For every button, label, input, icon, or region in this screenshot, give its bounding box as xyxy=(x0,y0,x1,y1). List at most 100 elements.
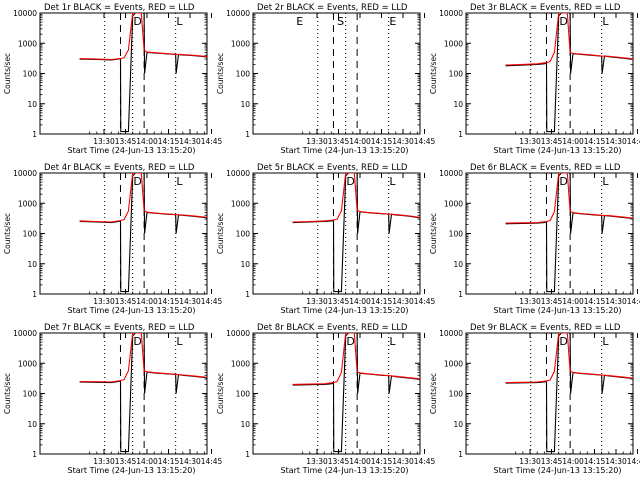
plot-frame xyxy=(465,172,634,295)
x-tick-label: 14:15 xyxy=(158,297,180,306)
marker-label: L xyxy=(602,335,609,348)
plot-frame xyxy=(39,12,208,135)
y-tick-label: 10000 xyxy=(226,329,250,338)
x-axis-label: Start Time (24-Jun-13 13:15:20) xyxy=(494,146,622,155)
marker-label: E xyxy=(389,15,396,28)
x-tick-label: 13:30 xyxy=(93,297,115,306)
x-tick-label: 14:45 xyxy=(414,137,436,146)
plot-frame xyxy=(39,172,208,295)
plot-frame xyxy=(465,332,634,455)
y-tick-label: 1 xyxy=(245,290,250,299)
x-tick-label: 14:30 xyxy=(605,137,627,146)
x-tick-label: 13:30 xyxy=(93,457,115,466)
y-tick-label: 1000 xyxy=(18,39,37,48)
plot-frame xyxy=(39,332,208,455)
red-lld-line xyxy=(292,173,420,223)
y-tick-label: 1000 xyxy=(231,359,250,368)
y-tick-label: 10 xyxy=(240,100,250,109)
x-tick-label: 14:15 xyxy=(584,297,606,306)
marker-label: L xyxy=(602,175,609,188)
y-axis-label: Counts/sec xyxy=(216,53,225,94)
marker-label: D xyxy=(559,15,567,28)
y-tick-label: 100 xyxy=(449,70,464,79)
panel-title: Det 2r BLACK = Events, RED = LLD xyxy=(257,3,408,13)
panel-title: Det 4r BLACK = Events, RED = LLD xyxy=(44,163,195,173)
y-tick-label: 100 xyxy=(23,70,38,79)
x-axis-label: Start Time (24-Jun-13 13:15:20) xyxy=(494,466,622,475)
black-events-line xyxy=(79,13,207,133)
x-axis-label: Start Time (24-Jun-13 13:15:20) xyxy=(281,306,409,315)
y-tick-label: 10 xyxy=(240,260,250,269)
x-tick-label: 14:30 xyxy=(605,297,627,306)
x-tick-label: 13:45 xyxy=(328,457,350,466)
plot-frame xyxy=(252,12,421,135)
panel-det-1: Det 1r BLACK = Events, RED = LLD 1 10 100 10… xyxy=(3,3,223,155)
marker-label: L xyxy=(176,15,183,28)
x-tick-label: 14:30 xyxy=(179,137,201,146)
x-tick-label: 14:00 xyxy=(136,137,158,146)
y-tick-label: 100 xyxy=(23,390,38,399)
marker-label: L xyxy=(602,15,609,28)
x-tick-label: 14:15 xyxy=(371,457,393,466)
red-lld-line xyxy=(292,333,420,385)
x-tick-label: 13:30 xyxy=(306,457,328,466)
black-events-line xyxy=(505,13,633,133)
y-tick-label: 10 xyxy=(27,260,37,269)
marker-label: S xyxy=(337,15,344,28)
y-tick-label: 1000 xyxy=(444,199,463,208)
x-tick-label: 14:00 xyxy=(349,297,371,306)
panel-title: Det 9r BLACK = Events, RED = LLD xyxy=(470,323,621,333)
y-tick-label: 1 xyxy=(32,450,37,459)
x-tick-label: 14:00 xyxy=(136,457,158,466)
red-lld-line xyxy=(505,13,633,66)
y-tick-label: 10 xyxy=(453,420,463,429)
y-tick-label: 1000 xyxy=(444,39,463,48)
x-tick-label: 14:45 xyxy=(627,297,640,306)
y-axis-label: Counts/sec xyxy=(3,53,12,94)
marker-label: L xyxy=(389,175,396,188)
panel-title: Det 8r BLACK = Events, RED = LLD xyxy=(257,323,408,333)
y-tick-label: 100 xyxy=(236,390,251,399)
panel-det-9: Det 9r BLACK = Events, RED = LLD 1 10 100 10… xyxy=(429,323,640,475)
x-tick-label: 14:15 xyxy=(371,137,393,146)
panel-det-2: Det 2r BLACK = Events, RED = LLD 1 10 100 10… xyxy=(216,3,436,155)
y-tick-label: 1000 xyxy=(18,199,37,208)
x-tick-label: 13:30 xyxy=(519,137,541,146)
x-tick-label: 14:30 xyxy=(392,457,414,466)
red-lld-line xyxy=(505,173,633,224)
y-tick-label: 100 xyxy=(236,230,251,239)
y-tick-label: 10000 xyxy=(439,169,463,178)
x-tick-label: 13:30 xyxy=(519,297,541,306)
panel-det-4: Det 4r BLACK = Events, RED = LLD 1 10 100 10… xyxy=(3,163,223,315)
y-tick-label: 1 xyxy=(458,450,463,459)
y-tick-label: 1000 xyxy=(231,199,250,208)
x-tick-label: 13:30 xyxy=(93,137,115,146)
y-tick-label: 10000 xyxy=(13,9,37,18)
x-tick-label: 14:15 xyxy=(158,137,180,146)
x-tick-label: 13:30 xyxy=(519,457,541,466)
y-tick-label: 1000 xyxy=(444,359,463,368)
panel-det-6: Det 6r BLACK = Events, RED = LLD 1 10 100 10… xyxy=(429,163,640,315)
x-tick-label: 14:15 xyxy=(584,457,606,466)
black-events-line xyxy=(505,333,633,453)
x-axis-label: Start Time (24-Jun-13 13:15:20) xyxy=(281,146,409,155)
y-axis-label: Counts/sec xyxy=(429,53,438,94)
y-axis-label: Counts/sec xyxy=(429,213,438,254)
panel-det-7: Det 7r BLACK = Events, RED = LLD 1 10 100 10… xyxy=(3,323,223,475)
panel-title: Det 3r BLACK = Events, RED = LLD xyxy=(470,3,621,13)
x-tick-label: 14:45 xyxy=(627,137,640,146)
panel-det-5: Det 5r BLACK = Events, RED = LLD 1 10 100 10… xyxy=(216,163,436,315)
marker-label: D xyxy=(133,175,141,188)
y-tick-label: 1000 xyxy=(231,39,250,48)
y-tick-label: 10 xyxy=(453,100,463,109)
y-tick-label: 10 xyxy=(240,420,250,429)
plot-frame xyxy=(465,12,634,135)
marker-label: L xyxy=(176,175,183,188)
y-axis-label: Counts/sec xyxy=(3,373,12,414)
